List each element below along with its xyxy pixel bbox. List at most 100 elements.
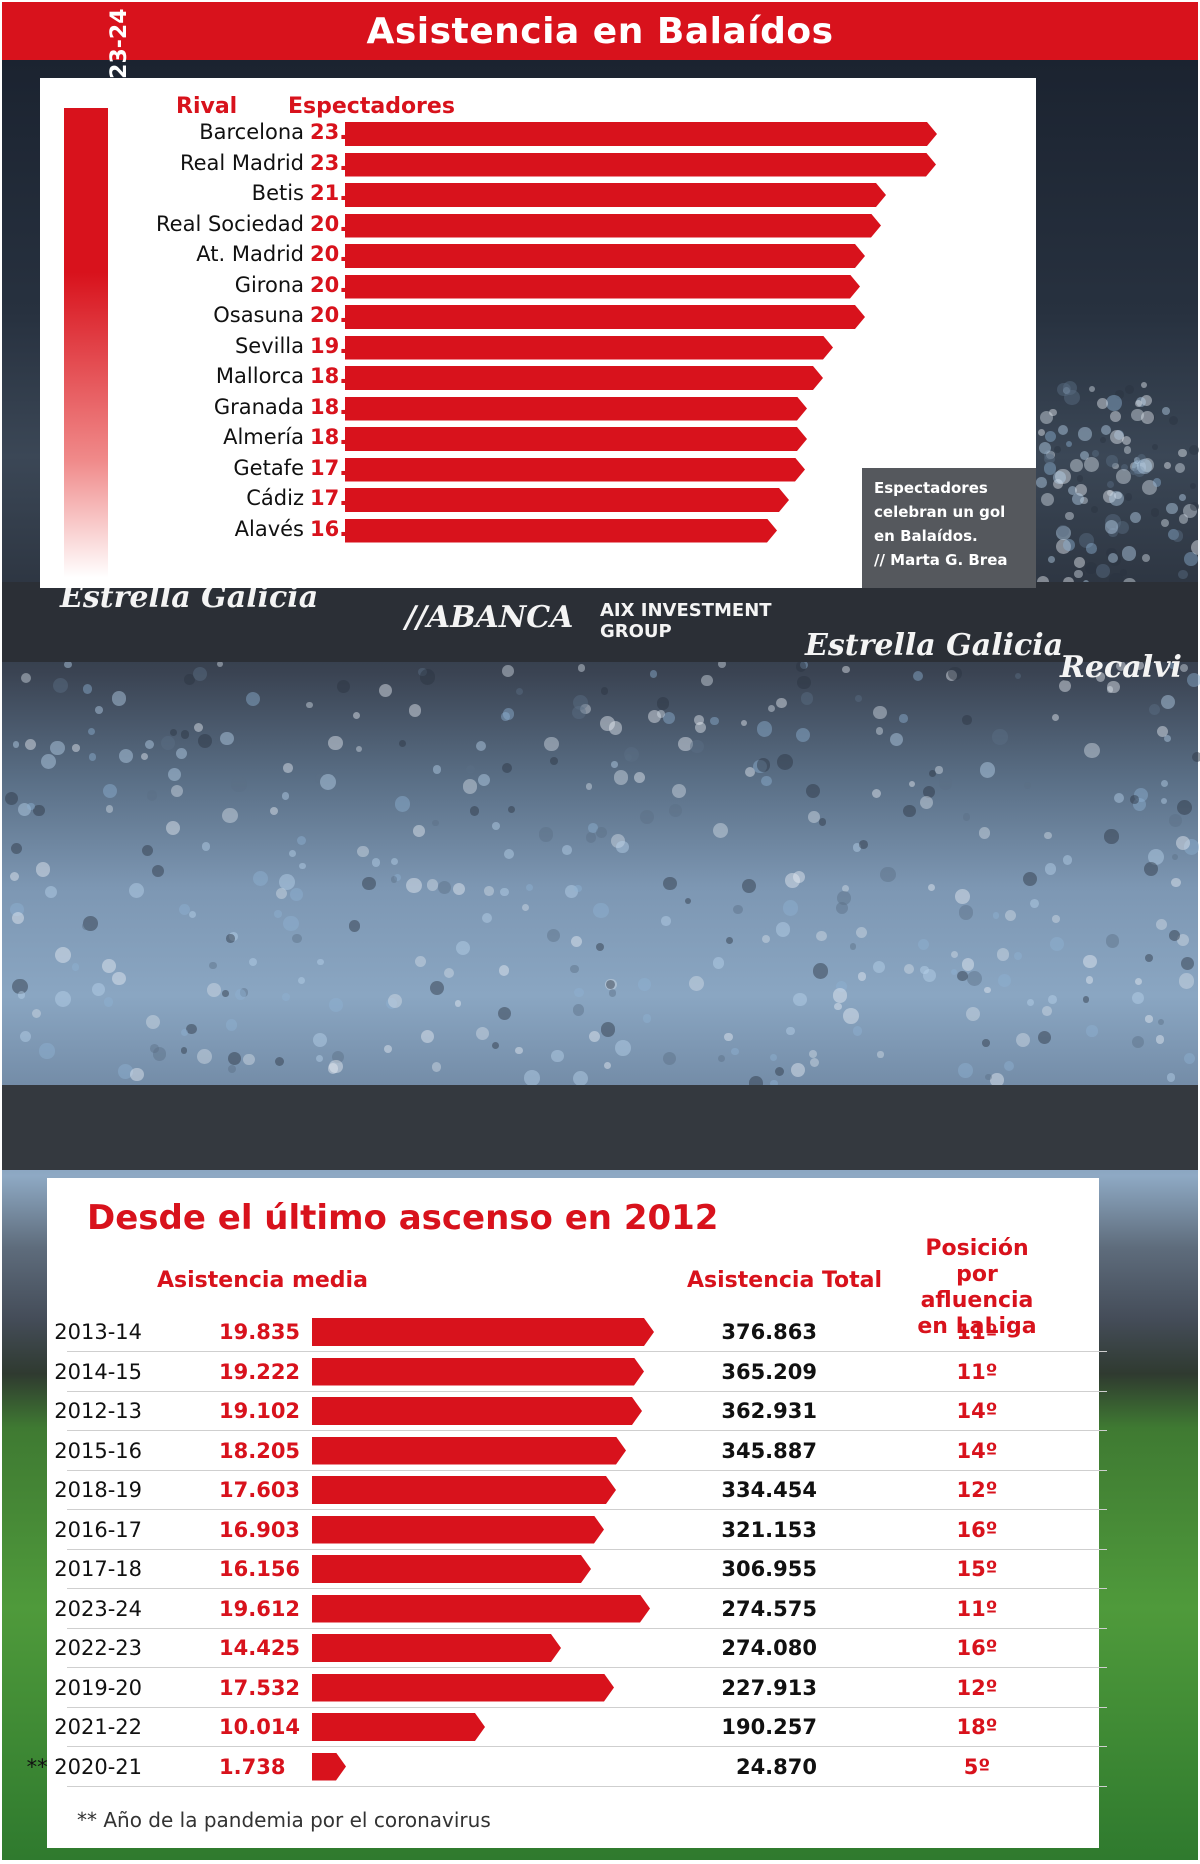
crowd-dot	[17, 802, 31, 816]
crowd-dot	[1189, 482, 1196, 490]
column-header-rival: Rival	[176, 94, 238, 119]
pitch-wall	[2, 1085, 1198, 1170]
crowd-dot	[1110, 430, 1125, 445]
crowd-dot	[53, 677, 69, 693]
rival-label: Girona	[234, 272, 304, 297]
crowd-dot	[1086, 1025, 1098, 1037]
crowd-dot	[1179, 493, 1186, 501]
crowd-dot	[761, 775, 772, 787]
crowd-dot	[1030, 899, 1040, 909]
total-value: 274.080	[721, 1636, 817, 1660]
crowd-dot	[1106, 686, 1114, 693]
rival-label: Real Sociedad	[156, 211, 304, 236]
crowd-dot	[72, 744, 80, 752]
rival-label: Osasuna	[213, 303, 304, 327]
crowd-dot	[1132, 460, 1147, 474]
crowd-dot	[588, 823, 598, 833]
crowd-dot	[432, 765, 442, 774]
caption-line: Espectadores	[874, 479, 988, 497]
crowd-dot	[1115, 390, 1124, 400]
spectators-bar	[345, 488, 789, 512]
crowd-dot	[39, 1043, 55, 1059]
average-bar	[312, 1713, 485, 1741]
crowd-dot	[207, 983, 221, 997]
crowd-dot	[1044, 862, 1057, 875]
crowd-dot	[20, 672, 31, 683]
crowd-dot	[522, 903, 530, 911]
crowd-dot	[1176, 835, 1191, 850]
season-label: 2014-15	[54, 1359, 142, 1384]
crowd-dot	[1112, 462, 1119, 469]
crowd-dot	[997, 948, 1010, 961]
rank-value: 16º	[956, 1517, 998, 1542]
season-strip	[64, 108, 108, 578]
crowd-dot	[167, 768, 181, 782]
crowd-dot	[1015, 1033, 1031, 1048]
crowd-dot	[503, 849, 514, 860]
crowd-dot	[815, 930, 827, 942]
crowd-dot	[1110, 411, 1121, 423]
crowd-dot	[795, 661, 807, 673]
crowd-dot	[997, 973, 1011, 987]
crowd-dot	[1169, 662, 1176, 670]
crowd-dot	[1130, 462, 1140, 471]
crowd-dot	[178, 904, 190, 916]
crowd-dot	[408, 704, 422, 717]
total-value: 376.863	[721, 1320, 817, 1344]
crowd-dot	[1133, 456, 1141, 464]
crowd-dot	[1039, 441, 1052, 455]
crowd-dot	[523, 1070, 540, 1086]
crowd-dot	[243, 1053, 256, 1066]
crowd-dot	[1176, 933, 1189, 946]
crowd-dot	[1068, 485, 1078, 495]
crowd-dot	[1184, 1053, 1196, 1065]
crowd-dot	[9, 871, 19, 881]
crowd-dot	[984, 986, 991, 994]
crowd-dot	[717, 1055, 725, 1063]
crowd-dot	[1144, 861, 1158, 876]
crowd-dot	[852, 1026, 863, 1036]
crowd-dot	[1140, 381, 1147, 388]
crowd-dot	[1132, 798, 1146, 812]
crowd-dot	[329, 1059, 343, 1074]
crowd-dot	[955, 889, 971, 905]
crowd-dot	[152, 1047, 166, 1061]
crowd-dot	[226, 1019, 238, 1031]
crowd-dot	[800, 661, 809, 670]
crowd-dot	[27, 802, 35, 811]
crowd-dot	[1088, 385, 1096, 393]
crowd-dot	[1179, 663, 1189, 673]
crowd-dot	[390, 876, 398, 883]
crowd-dot	[1179, 973, 1195, 989]
crowd-dot	[1120, 568, 1128, 576]
crowd-dot	[292, 933, 303, 944]
crowd-dot	[613, 770, 629, 786]
crowd-dot	[1058, 679, 1072, 693]
crowd-dot	[454, 1000, 462, 1007]
crowd-dot	[1078, 571, 1085, 578]
crowd-dot	[792, 992, 807, 1007]
crowd-dot	[462, 779, 478, 794]
crowd-dot	[102, 959, 117, 973]
crowd-dot	[17, 991, 26, 1000]
crowd-dot	[1105, 934, 1120, 949]
crowd-dot	[499, 965, 510, 976]
crowd-dot	[797, 675, 811, 689]
crowd-dot	[836, 981, 848, 992]
crowd-dot	[600, 687, 609, 695]
crowd-dot	[161, 735, 176, 750]
crowd-dot	[431, 1062, 442, 1072]
average-value: 19.835	[219, 1320, 301, 1344]
crowd-dot	[962, 813, 971, 821]
crowd-dot	[1036, 477, 1047, 488]
caption-line: celebran un gol	[874, 503, 1006, 521]
crowd-dot	[1190, 539, 1200, 556]
crowd-dot	[852, 843, 862, 853]
crowd-dot	[385, 997, 397, 1009]
row-divider	[67, 1390, 1107, 1392]
crowd-dot	[82, 921, 92, 931]
season-label: 2021-22	[54, 1715, 142, 1739]
crowd-dot	[1115, 661, 1126, 672]
crowd-dot	[793, 871, 806, 884]
crowd-dot	[429, 980, 444, 995]
